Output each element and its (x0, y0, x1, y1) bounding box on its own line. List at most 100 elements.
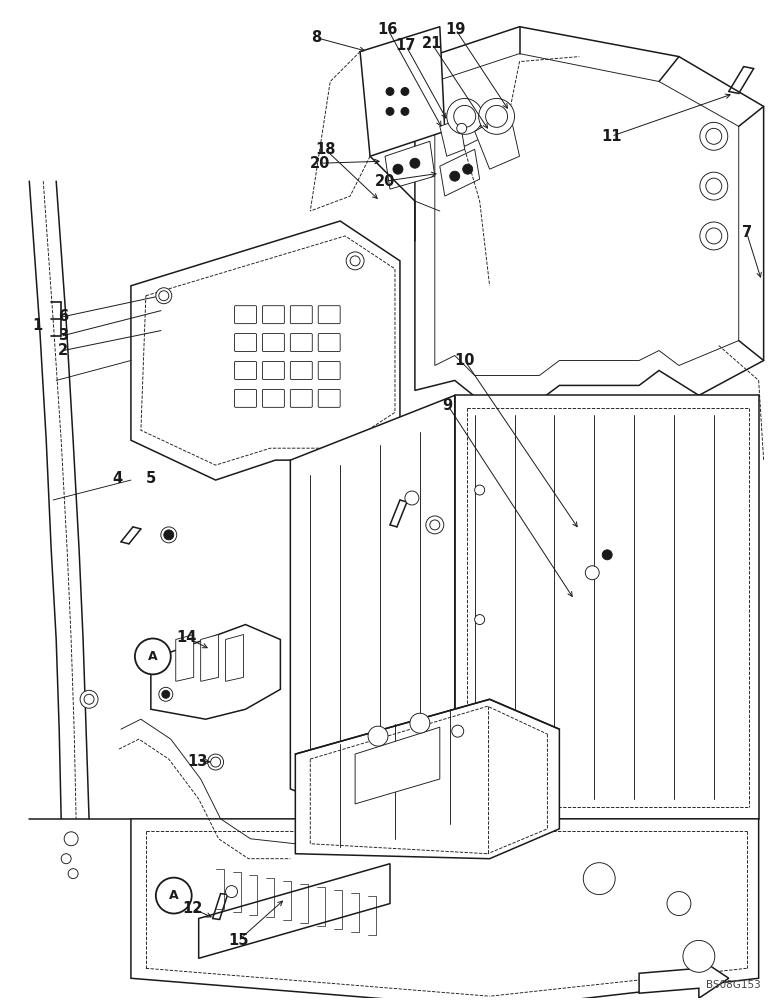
Polygon shape (440, 119, 465, 156)
Circle shape (475, 485, 485, 495)
Circle shape (700, 172, 728, 200)
Circle shape (84, 694, 94, 704)
Circle shape (159, 291, 169, 301)
FancyBboxPatch shape (235, 306, 256, 324)
Text: 19: 19 (445, 22, 466, 37)
Circle shape (450, 171, 460, 181)
FancyBboxPatch shape (235, 362, 256, 379)
Text: 8: 8 (311, 30, 321, 45)
Text: 13: 13 (188, 754, 208, 769)
Text: 21: 21 (422, 36, 442, 51)
Circle shape (486, 105, 507, 127)
FancyBboxPatch shape (318, 306, 340, 324)
Text: 1: 1 (32, 318, 42, 333)
Text: A: A (169, 889, 178, 902)
Circle shape (386, 107, 394, 115)
Circle shape (405, 491, 419, 505)
FancyBboxPatch shape (235, 389, 256, 407)
Text: 16: 16 (378, 22, 398, 37)
Circle shape (706, 128, 722, 144)
Circle shape (584, 863, 615, 895)
Polygon shape (415, 27, 764, 400)
Text: 14: 14 (177, 630, 197, 645)
Circle shape (164, 530, 174, 540)
Circle shape (447, 98, 482, 134)
Text: 5: 5 (146, 471, 156, 486)
Polygon shape (475, 111, 520, 169)
FancyBboxPatch shape (262, 362, 284, 379)
Circle shape (452, 725, 464, 737)
Polygon shape (176, 635, 194, 681)
FancyBboxPatch shape (318, 334, 340, 352)
Polygon shape (201, 635, 218, 681)
Polygon shape (131, 819, 759, 1000)
Circle shape (454, 105, 476, 127)
Circle shape (159, 687, 173, 701)
Circle shape (410, 158, 420, 168)
Circle shape (393, 164, 403, 174)
Polygon shape (440, 149, 479, 196)
Circle shape (386, 87, 394, 95)
Circle shape (225, 886, 238, 898)
Circle shape (401, 87, 409, 95)
Circle shape (683, 940, 715, 972)
FancyBboxPatch shape (290, 362, 312, 379)
Circle shape (457, 123, 467, 133)
Text: 2: 2 (58, 343, 68, 358)
Circle shape (410, 713, 430, 733)
Polygon shape (355, 727, 440, 804)
Circle shape (156, 288, 172, 304)
Polygon shape (455, 395, 759, 819)
Text: 11: 11 (601, 129, 621, 144)
Circle shape (401, 107, 409, 115)
FancyBboxPatch shape (318, 389, 340, 407)
Circle shape (706, 178, 722, 194)
Circle shape (430, 520, 440, 530)
Circle shape (68, 869, 78, 879)
Circle shape (602, 550, 612, 560)
Text: 4: 4 (112, 471, 122, 486)
Circle shape (80, 690, 98, 708)
Circle shape (700, 222, 728, 250)
Polygon shape (296, 699, 560, 859)
Polygon shape (360, 27, 445, 156)
Polygon shape (385, 141, 435, 189)
FancyBboxPatch shape (318, 362, 340, 379)
FancyBboxPatch shape (290, 306, 312, 324)
Text: 18: 18 (315, 142, 336, 157)
Circle shape (706, 228, 722, 244)
Circle shape (585, 566, 599, 580)
Polygon shape (151, 625, 280, 719)
Polygon shape (131, 221, 400, 480)
Circle shape (475, 615, 485, 625)
Circle shape (135, 638, 171, 674)
Circle shape (161, 527, 177, 543)
Text: 17: 17 (396, 38, 416, 53)
Text: A: A (148, 650, 157, 663)
Circle shape (211, 757, 221, 767)
Circle shape (700, 122, 728, 150)
Circle shape (667, 892, 691, 915)
FancyBboxPatch shape (262, 334, 284, 352)
FancyBboxPatch shape (235, 334, 256, 352)
Circle shape (350, 256, 360, 266)
Text: 20: 20 (375, 174, 395, 189)
FancyBboxPatch shape (290, 334, 312, 352)
Circle shape (61, 854, 71, 864)
Text: 20: 20 (310, 156, 330, 171)
Text: 3: 3 (58, 328, 68, 343)
Polygon shape (290, 395, 455, 839)
Text: 7: 7 (742, 225, 752, 240)
Circle shape (162, 690, 170, 698)
Polygon shape (450, 111, 485, 146)
Polygon shape (225, 635, 243, 681)
Polygon shape (435, 54, 739, 375)
Circle shape (346, 252, 364, 270)
Text: 15: 15 (229, 933, 249, 948)
Circle shape (368, 726, 388, 746)
FancyBboxPatch shape (262, 306, 284, 324)
Circle shape (156, 878, 191, 914)
Text: 10: 10 (455, 353, 475, 368)
Text: 9: 9 (442, 398, 453, 413)
FancyBboxPatch shape (262, 389, 284, 407)
